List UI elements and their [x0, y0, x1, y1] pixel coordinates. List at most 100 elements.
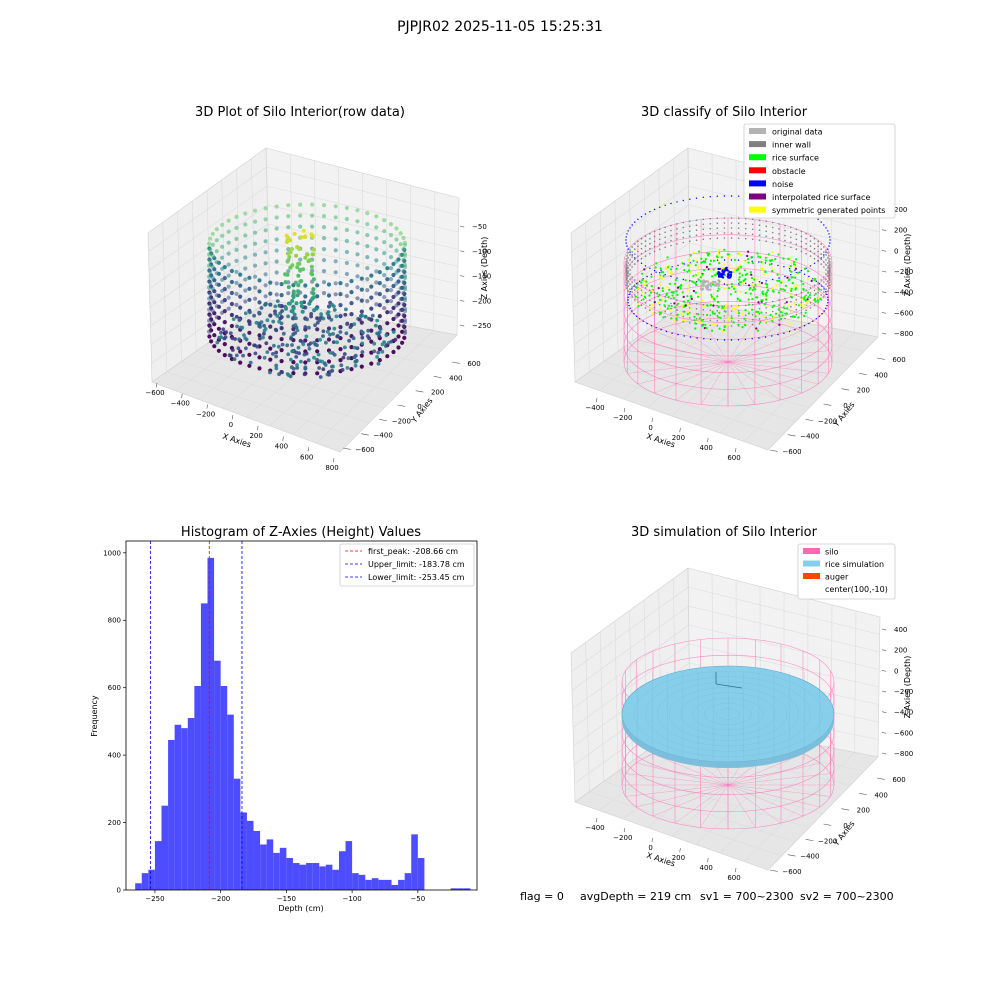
classify-3d-surface-point — [681, 291, 684, 294]
classify-3d-surface-point — [763, 303, 767, 306]
classify-3d-inner-wall-point — [637, 281, 639, 284]
classify-3d-surface-point — [674, 306, 677, 309]
grid-line — [646, 330, 837, 380]
raw-3d-wall-point — [263, 239, 268, 244]
classify-3d-inner-wall-point — [631, 291, 633, 293]
classify-3d-noise-point — [660, 329, 662, 331]
raw-3d-floor-point — [357, 317, 362, 322]
classify-3d-surface-point — [716, 289, 719, 292]
classify-3d-inner-wall-point — [631, 246, 633, 248]
classify-3d-noise-point — [723, 259, 726, 261]
raw-3d-wall-point — [208, 247, 213, 252]
raw-3d-wall-point — [402, 317, 407, 322]
raw-3d-floor-point — [324, 340, 328, 345]
classify-3d-inner-wall-point — [820, 279, 822, 281]
raw-3d-floor-point — [228, 353, 233, 358]
raw-3d-wall-point — [321, 247, 327, 252]
raw-3d-floor-point — [295, 328, 300, 333]
classify-3d-inner-wall-point — [627, 267, 629, 269]
raw-3d-wall-point — [247, 297, 252, 302]
classify-3d-inner-wall-point — [800, 306, 803, 309]
classify-3d-inner-wall-point — [823, 251, 825, 253]
raw-3d-wall-point — [253, 241, 258, 246]
raw-3d-spike-point — [285, 238, 290, 243]
raw-3d-floor-point — [355, 346, 360, 351]
raw-3d-floor-point — [328, 350, 333, 355]
raw-3d-wall-point — [229, 268, 234, 274]
classify-3d-noise-point — [764, 336, 767, 338]
simulation-3d-x-tick-label: 400 — [700, 864, 713, 872]
raw-3d-floor-point — [342, 352, 347, 356]
raw-3d-wall-point — [208, 313, 213, 318]
classify-3d-noise-point — [744, 338, 747, 341]
classify-3d-surface-point — [718, 249, 721, 252]
raw-3d-floor-point — [236, 346, 241, 351]
classify-3d-surface-point — [643, 295, 646, 298]
classify-3d-noise-point — [655, 271, 657, 273]
raw-3d-wall-point — [402, 251, 407, 256]
classify-3d-noise-point — [825, 251, 827, 253]
classify-3d-inner-wall-point — [658, 238, 661, 241]
raw-3d-wall-point — [365, 299, 370, 304]
classify-3d-y-tick-mark — [876, 357, 885, 360]
raw-3d-floor-point — [264, 301, 268, 306]
classify-3d-surface-point — [697, 266, 700, 269]
raw-3d-wall-point — [355, 274, 360, 279]
classify-3d-surface-point — [741, 312, 745, 315]
raw-3d-spike-point — [283, 272, 288, 277]
classify-3d-inner-wall-point — [744, 232, 747, 235]
classify-3d-noise-point — [650, 325, 653, 327]
classify-3d-surface-point — [818, 288, 821, 291]
raw-3d-wall-point — [398, 308, 403, 313]
classify-3d-surface-point — [796, 284, 799, 287]
classify-3d-inner-wall-point — [795, 303, 798, 306]
classify-3d-surface-point — [737, 312, 741, 315]
classify-3d-surface-point — [756, 278, 759, 281]
histogram-xlabel: Depth (cm) — [278, 904, 323, 913]
classify-3d-surface-point — [711, 310, 714, 313]
classify-3d-surface-point — [790, 289, 793, 293]
classify-3d-surface-point — [794, 267, 798, 270]
classify-3d-inner-wall-point — [626, 265, 628, 267]
classify-3d-inner-wall-point — [820, 258, 822, 260]
classify-3d-inner-wall-point — [637, 250, 639, 253]
raw-3d-floor-point — [237, 337, 242, 342]
classify-3d-surface-point — [744, 260, 747, 263]
raw-3d-wall-point — [207, 263, 212, 268]
classify-3d-inner-wall-point — [790, 246, 792, 249]
raw-3d-floor-point — [230, 336, 235, 341]
classify-3d-surface-point — [702, 305, 705, 308]
raw-3d-wall-point — [226, 306, 231, 311]
classify-3d-silo-spoke — [727, 330, 802, 363]
raw-3d-floor-point — [222, 336, 227, 341]
classify-3d-noise-point — [765, 280, 767, 282]
classify-3d-inner-wall-point — [805, 252, 807, 255]
raw-3d-floor-point — [335, 340, 339, 345]
classify-3d-inner-wall-point — [828, 275, 830, 277]
raw-3d-wall-point — [369, 295, 374, 300]
simulation-3d-y-tick-label: 400 — [874, 791, 887, 799]
raw-3d-spike-point — [291, 295, 296, 299]
classify-3d-inner-wall-point — [829, 278, 831, 280]
classify-3d-surface-point — [709, 303, 713, 306]
classify-3d-surface-point — [751, 282, 754, 285]
classify-3d-noise-point — [827, 230, 829, 232]
classify-3d-inner-wall-point — [649, 242, 651, 245]
raw-3d-wall-point — [394, 259, 399, 264]
classify-3d-inner-wall-point — [771, 310, 774, 313]
raw-3d-spike-point — [290, 247, 294, 251]
classify-3d-noise-point — [627, 248, 629, 250]
classify-3d-inner-wall-point — [631, 266, 633, 268]
raw-3d-spike-point — [290, 298, 295, 303]
classify-3d-noise-point — [677, 264, 679, 267]
raw-3d-floor-point — [325, 329, 330, 334]
raw-3d-wall-point — [377, 292, 382, 297]
simulation-3d-x-tick-mark — [596, 817, 598, 823]
simulation-3d-rice-surface — [621, 665, 835, 768]
raw-3d-wall-point — [274, 248, 279, 253]
raw-3d-wall-point — [220, 299, 225, 304]
classify-3d-inner-wall-point — [670, 244, 672, 247]
classify-3d-inner-wall-point — [784, 234, 786, 237]
classify-3d-surface-point — [701, 273, 704, 276]
raw-3d-wall-point — [253, 252, 258, 257]
